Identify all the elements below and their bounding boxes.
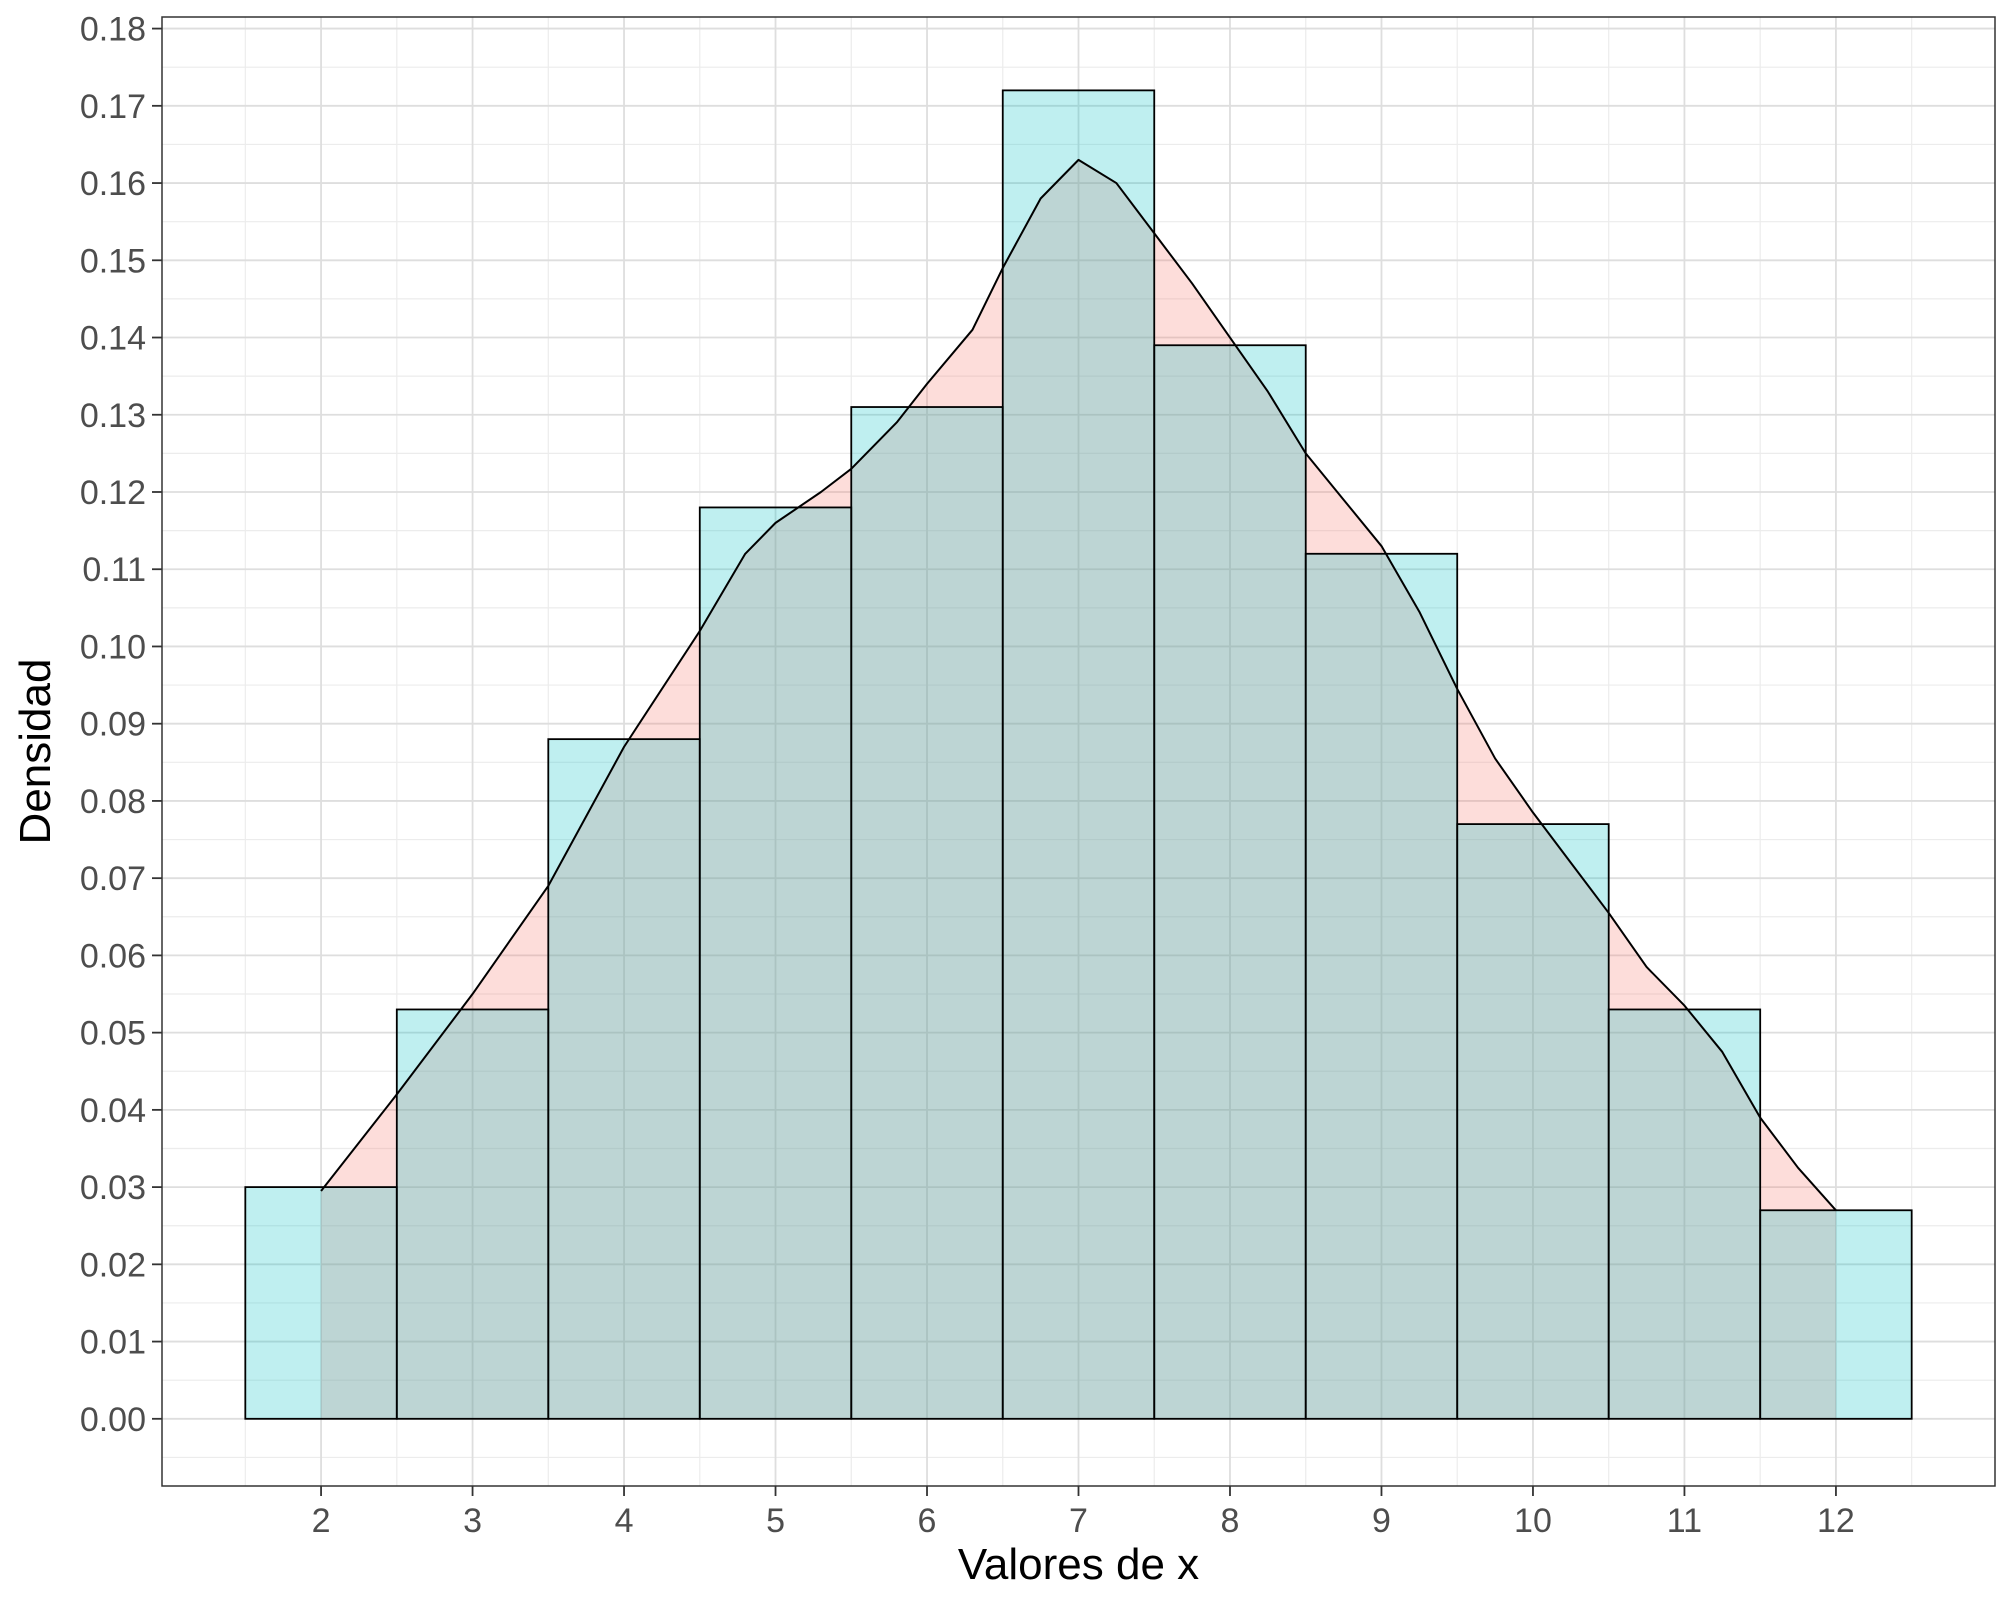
histogram-bar <box>244 1186 398 1420</box>
y-tick-label: 0.17 <box>80 88 146 126</box>
x-tick-label: 7 <box>1069 1502 1088 1540</box>
histogram-bar <box>850 406 1004 1420</box>
y-tick-label: 0.01 <box>80 1324 146 1362</box>
x-axis-label: Valores de x <box>958 1540 1199 1589</box>
y-tick-label: 0.08 <box>80 783 146 821</box>
y-tick-label: 0.06 <box>80 937 146 975</box>
x-tick-label: 5 <box>766 1502 785 1540</box>
histogram-bar <box>1304 552 1459 1420</box>
y-tick-label: 0.10 <box>80 628 146 666</box>
histogram-bar <box>1153 344 1307 1420</box>
histogram-bars <box>244 89 1913 1420</box>
x-tick-label: 12 <box>1817 1502 1855 1540</box>
y-tick-label: 0.12 <box>80 474 146 512</box>
y-tick-label: 0.09 <box>80 706 146 744</box>
x-tick-label: 6 <box>918 1502 937 1540</box>
x-tick-label: 2 <box>312 1502 331 1540</box>
x-tick-label: 10 <box>1514 1502 1552 1540</box>
x-tick-label: 11 <box>1667 1502 1702 1540</box>
histogram-bar <box>1759 1209 1913 1420</box>
y-tick-label: 0.18 <box>80 11 146 49</box>
y-axis-label: Densidad <box>11 659 60 845</box>
density-line <box>320 158 1837 1211</box>
x-tick-label: 9 <box>1372 1502 1391 1540</box>
grid-lines <box>162 17 1995 1486</box>
y-tick-label: 0.02 <box>80 1246 146 1284</box>
y-tick-label: 0.00 <box>80 1401 146 1439</box>
y-tick-label: 0.11 <box>82 551 146 589</box>
y-axis: 0.00 0.01 0.02 0.03 0.04 0.05 0.06 0.07 0.08 0.09… <box>80 11 162 1439</box>
y-tick-label: 0.05 <box>80 1015 146 1053</box>
x-tick-label: 4 <box>615 1502 634 1540</box>
y-tick-label: 0.15 <box>80 242 146 280</box>
x-axis: 2 3 4 5 6 7 8 9 10 11 12 <box>312 1486 1855 1540</box>
y-tick-label: 0.13 <box>80 397 146 435</box>
histogram-bar <box>395 1008 550 1420</box>
y-tick-label: 0.14 <box>80 320 146 358</box>
y-tick-label: 0.07 <box>80 860 146 898</box>
histogram-bar <box>1001 89 1156 1420</box>
histogram-bar <box>547 738 701 1420</box>
histogram-bar <box>1607 1008 1762 1420</box>
y-tick-label: 0.16 <box>80 165 146 203</box>
y-tick-label: 0.03 <box>80 1169 146 1207</box>
x-tick-label: 3 <box>463 1502 482 1540</box>
histogram-bar <box>698 506 853 1420</box>
y-tick-label: 0.04 <box>80 1092 146 1130</box>
density-line-layer <box>320 158 1837 1211</box>
histogram-bar <box>1456 823 1610 1420</box>
x-tick-label: 8 <box>1221 1502 1240 1540</box>
